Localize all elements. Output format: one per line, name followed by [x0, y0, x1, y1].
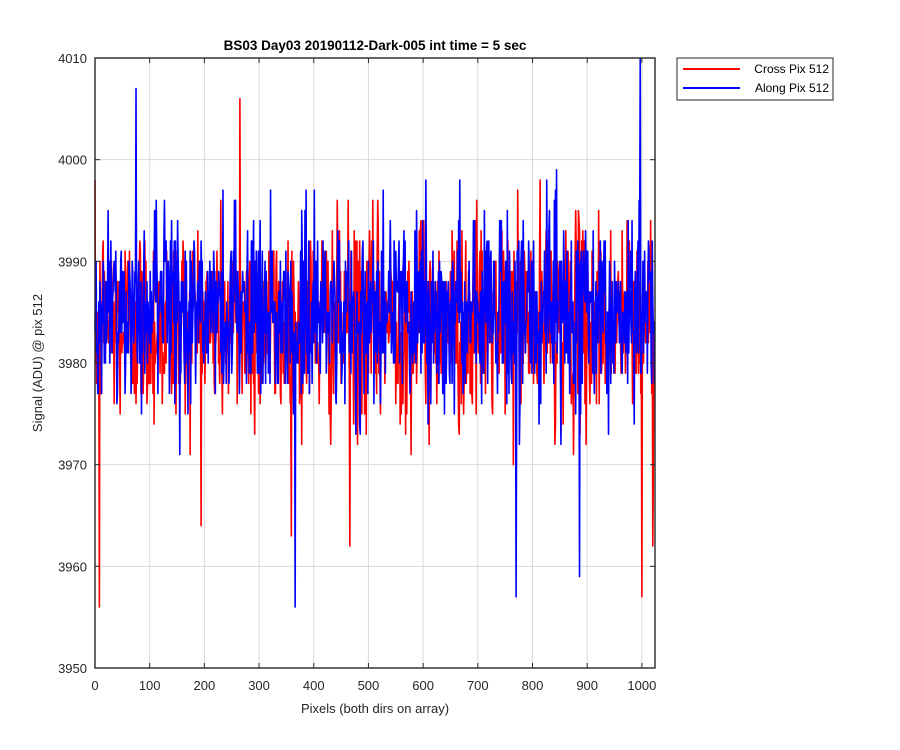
- series-line-along: [94, 57, 656, 608]
- x-tick-label: 600: [412, 678, 434, 693]
- plot-area: [94, 57, 656, 608]
- y-tick-label: 3980: [58, 356, 87, 371]
- ticks: 0 100 200 300 400 500 600 700 800 900 1000 3950 3960…: [58, 51, 656, 693]
- x-tick-label: 800: [522, 678, 544, 693]
- y-tick-label: 4010: [58, 51, 87, 66]
- x-tick-label: 500: [358, 678, 380, 693]
- chart-title: BS03 Day03 20190112-Dark-005 int time = …: [224, 38, 527, 53]
- legend-label-cross: Cross Pix 512: [754, 62, 829, 76]
- y-axis-label: Signal (ADU) @ pix 512: [30, 294, 45, 432]
- x-tick-label: 700: [467, 678, 489, 693]
- x-tick-label: 1000: [627, 678, 656, 693]
- x-tick-label: 200: [194, 678, 216, 693]
- legend-label-along: Along Pix 512: [755, 81, 829, 95]
- y-tick-label: 3990: [58, 254, 87, 269]
- x-tick-label: 300: [248, 678, 270, 693]
- y-tick-label: 3950: [58, 661, 87, 676]
- x-tick-label: 900: [576, 678, 598, 693]
- x-tick-label: 400: [303, 678, 325, 693]
- x-tick-label: 100: [139, 678, 161, 693]
- x-tick-label: 0: [91, 678, 98, 693]
- legend-box: [676, 57, 834, 101]
- legend: Cross Pix 512 Along Pix 512: [676, 57, 834, 101]
- y-tick-label: 3970: [58, 458, 87, 473]
- y-tick-label: 4000: [58, 153, 87, 168]
- y-tick-label: 3960: [58, 559, 87, 574]
- x-axis-label: Pixels (both dirs on array): [301, 701, 449, 716]
